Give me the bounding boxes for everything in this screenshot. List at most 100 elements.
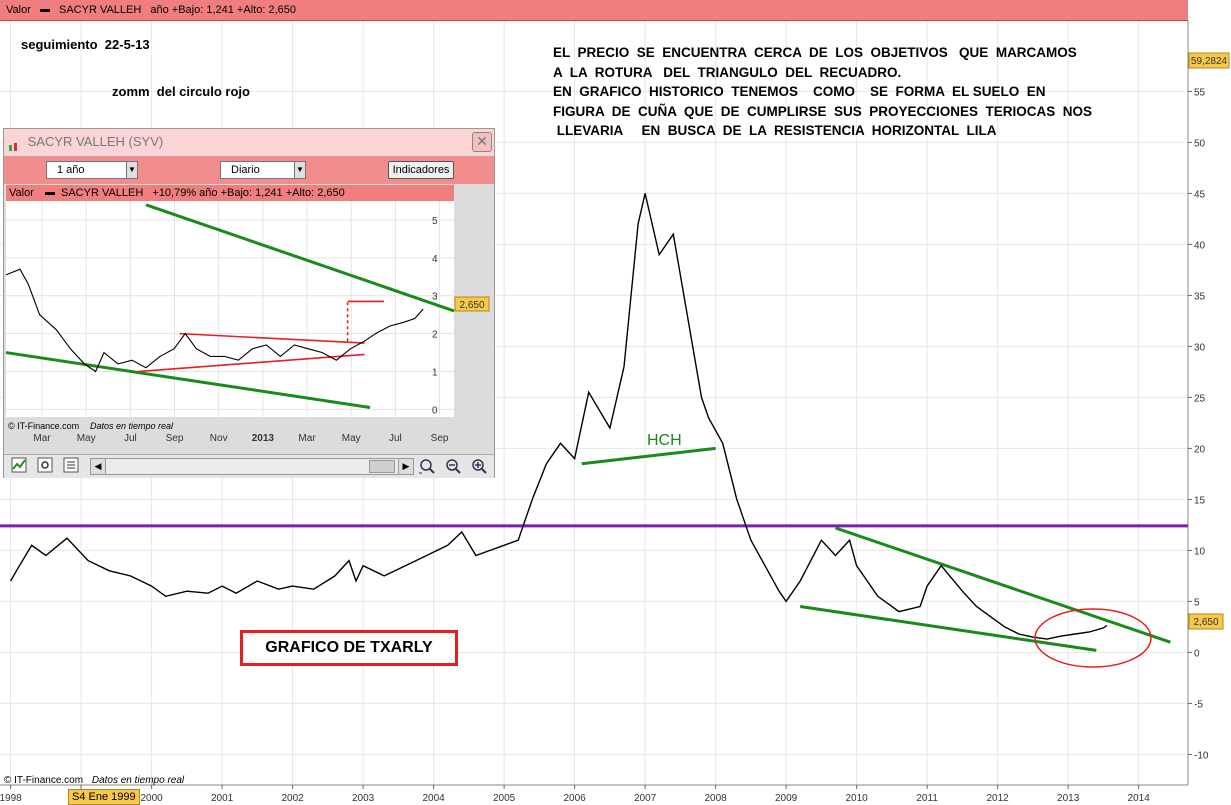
zoom-out-icon[interactable]: [444, 457, 462, 475]
scroll-right-icon[interactable]: ▶: [398, 459, 413, 474]
interval-select[interactable]: Diario ▼: [220, 161, 306, 179]
main-wedge-lower-line: [800, 605, 1097, 652]
draw-tool-icon[interactable]: [36, 457, 54, 475]
x-tick-label: 2006: [563, 793, 586, 804]
chevron-down-icon[interactable]: ▼: [126, 162, 137, 178]
footer-note: Datos en tiempo real: [91, 775, 185, 786]
inset-triangle-upper-line: [179, 332, 365, 344]
y-axis-ticks: -10 -5 0 5 10 15 20 25 30 35 40 45 50 55: [1188, 87, 1209, 761]
y-tick-label: -10: [1194, 750, 1209, 761]
x-tick-label: 2000: [140, 793, 163, 804]
price-series-line: [9, 193, 1108, 640]
y-tick-label: 50: [1194, 138, 1206, 149]
y-tick-label: 0: [1194, 648, 1200, 659]
x-tick-label: 2003: [352, 793, 375, 804]
commentary-line: FIGURA DE CUÑA QUE DE CUMPLIRSE SUS PROY…: [553, 103, 1093, 119]
scroll-thumb[interactable]: [369, 460, 395, 473]
inset-y-axis-ticks: 0 1 2 3 4 5: [432, 216, 438, 416]
y-tick-label: 10: [1194, 546, 1206, 557]
last-price-marker: 2,650: [1188, 613, 1224, 630]
commentary-line: EN GRAFICO HISTORICO TENEMOS COMO SE FOR…: [553, 84, 1046, 99]
y-tick-label: 5: [1194, 597, 1200, 608]
top-value-label: 59,2824: [1191, 56, 1228, 67]
inset-value-bar: Valor SACYR VALLEH +10,79% año +Bajo: 1,…: [6, 185, 454, 201]
series-legend-swatch: [39, 8, 50, 12]
x-tick-label: 2011: [916, 793, 938, 804]
inset-x-tick-label: Mar: [33, 433, 51, 444]
y-tick-label: 45: [1194, 189, 1206, 200]
inset-series-stats: +10,79% año +Bajo: 1,241 +Alto: 2,650: [152, 187, 345, 199]
period-select[interactable]: 1 año ▼: [46, 161, 138, 179]
inset-window[interactable]: SACYR VALLEH (SYV) ✕ 1 año ▼ Diario ▼ In…: [3, 128, 495, 478]
inset-channel-upper-line: [145, 203, 455, 313]
inset-x-tick-label: Sep: [431, 433, 449, 444]
inset-bottom-toolbar: ◀ ▶: [4, 454, 494, 478]
inset-y-tick-label: 0: [432, 405, 438, 416]
inset-legend-swatch: [44, 191, 55, 195]
y-tick-label: 30: [1194, 342, 1206, 353]
x-tick-label: 2007: [634, 793, 657, 804]
inset-title-bar[interactable]: SACYR VALLEH (SYV): [4, 129, 494, 155]
list-icon[interactable]: [62, 457, 80, 475]
footer-source: © IT-Finance.com: [4, 775, 84, 786]
scroll-left-icon[interactable]: ◀: [91, 459, 106, 474]
x-tick-label: 2002: [281, 793, 304, 804]
inset-x-tick-label: Jul: [389, 433, 402, 444]
interval-value: Diario: [231, 164, 260, 176]
zoom-fit-icon[interactable]: [418, 457, 436, 475]
inset-x-tick-label: Nov: [210, 433, 228, 444]
inset-channel-lower-line: [5, 351, 371, 410]
top-value-marker: 59,2824: [1188, 52, 1230, 69]
inset-x-tick-label: May: [342, 433, 361, 444]
x-tick-label: 2014: [1128, 793, 1151, 804]
inset-y-tick-label: 5: [432, 216, 438, 227]
zoom-in-icon[interactable]: [470, 457, 488, 475]
inset-x-tick-label: May: [77, 433, 96, 444]
author-box: GRAFICO DE TXARLY: [240, 630, 458, 666]
series-name: SACYR VALLEH: [59, 4, 142, 16]
cursor-date-label: S4 Ene 1999: [68, 789, 140, 805]
commentary-line: EL PRECIO SE ENCUENTRA CERCA DE LOS OBJE…: [553, 45, 1077, 60]
last-price-label: 2,650: [1193, 617, 1218, 628]
chart-type-icon[interactable]: [10, 457, 28, 475]
inset-grid: [6, 201, 454, 417]
main-wedge-upper-line: [834, 526, 1171, 644]
inset-x-tick-label: Mar: [298, 433, 316, 444]
inset-value-label: Valor: [9, 187, 34, 199]
inset-trend-lines: [5, 203, 455, 410]
value-label: Valor: [6, 4, 31, 16]
close-icon[interactable]: ✕: [472, 132, 492, 152]
inset-toolbar: 1 año ▼ Diario ▼ Indicadores: [4, 156, 494, 184]
inset-footer-source: © IT-Finance.com: [8, 421, 79, 431]
commentary-line: LLEVARIA EN BUSCA DE LA RESISTENCIA HORI…: [553, 123, 997, 138]
x-tick-label: 1998: [0, 793, 22, 804]
indicators-button[interactable]: Indicadores: [388, 161, 454, 179]
inset-y-tick-label: 2: [432, 330, 438, 341]
inset-y-tick-label: 1: [432, 368, 438, 379]
zoom-circle: [1034, 608, 1152, 668]
main-footer: © IT-Finance.com Datos en tiempo real: [4, 775, 184, 786]
y-tick-label: 35: [1194, 291, 1206, 302]
x-tick-label: 2001: [211, 793, 234, 804]
inset-triangle-lower-line: [137, 353, 365, 373]
x-tick-label: 2008: [704, 793, 727, 804]
inset-x-tick-label: Jul: [124, 433, 137, 444]
inset-price-series-line: [5, 268, 424, 373]
inset-title: SACYR VALLEH (SYV): [27, 134, 164, 149]
x-tick-label: 2009: [775, 793, 798, 804]
trend-lines: [0, 446, 1188, 652]
y-tick-label: 40: [1194, 240, 1206, 251]
x-tick-label: 2004: [422, 793, 445, 804]
horizontal-scrollbar[interactable]: ◀ ▶: [90, 458, 414, 475]
hch-label: HCH: [647, 432, 682, 449]
inset-y-tick-label: 4: [432, 254, 438, 265]
x-tick-label: 2005: [493, 793, 516, 804]
candlestick-icon: [8, 137, 20, 151]
followup-date-note: seguimiento 22-5-13: [21, 37, 150, 52]
chevron-down-icon[interactable]: ▼: [294, 162, 305, 178]
inset-series-name: SACYR VALLEH: [61, 187, 144, 199]
y-tick-label: -5: [1194, 699, 1203, 710]
inset-x-tick-label: Sep: [166, 433, 184, 444]
commentary-block: EL PRECIO SE ENCUENTRA CERCA DE LOS OBJE…: [553, 43, 1092, 141]
period-value: 1 año: [57, 164, 85, 176]
